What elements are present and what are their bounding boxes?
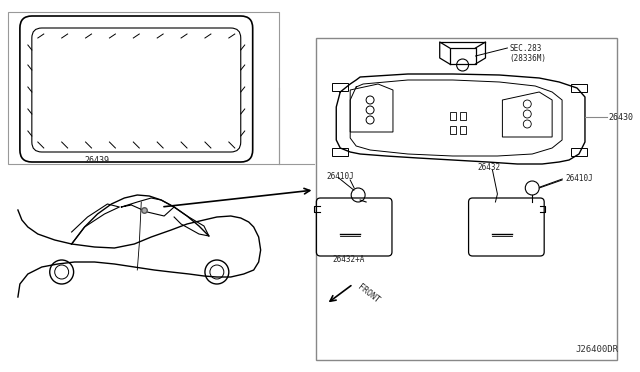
Text: J26400DR: J26400DR: [575, 346, 618, 355]
Text: 26410J: 26410J: [565, 173, 593, 183]
Bar: [450, 126, 456, 134]
Bar: [332, 148, 348, 156]
Text: (28336M): (28336M): [509, 54, 547, 62]
Text: 26439: 26439: [84, 155, 109, 164]
Text: 26432: 26432: [477, 163, 500, 171]
Bar: [571, 84, 587, 92]
Bar: [450, 112, 456, 120]
Text: 26410J: 26410J: [326, 171, 354, 180]
Bar: [8, 12, 278, 164]
Text: 26432+A: 26432+A: [332, 256, 364, 264]
Bar: [460, 112, 465, 120]
Bar: [332, 83, 348, 91]
Bar: [460, 126, 465, 134]
Text: 26430: 26430: [609, 112, 634, 122]
Bar: [571, 148, 587, 156]
Text: SEC.283: SEC.283: [509, 44, 541, 52]
Text: FRONT: FRONT: [356, 283, 381, 305]
Bar: [316, 38, 617, 360]
